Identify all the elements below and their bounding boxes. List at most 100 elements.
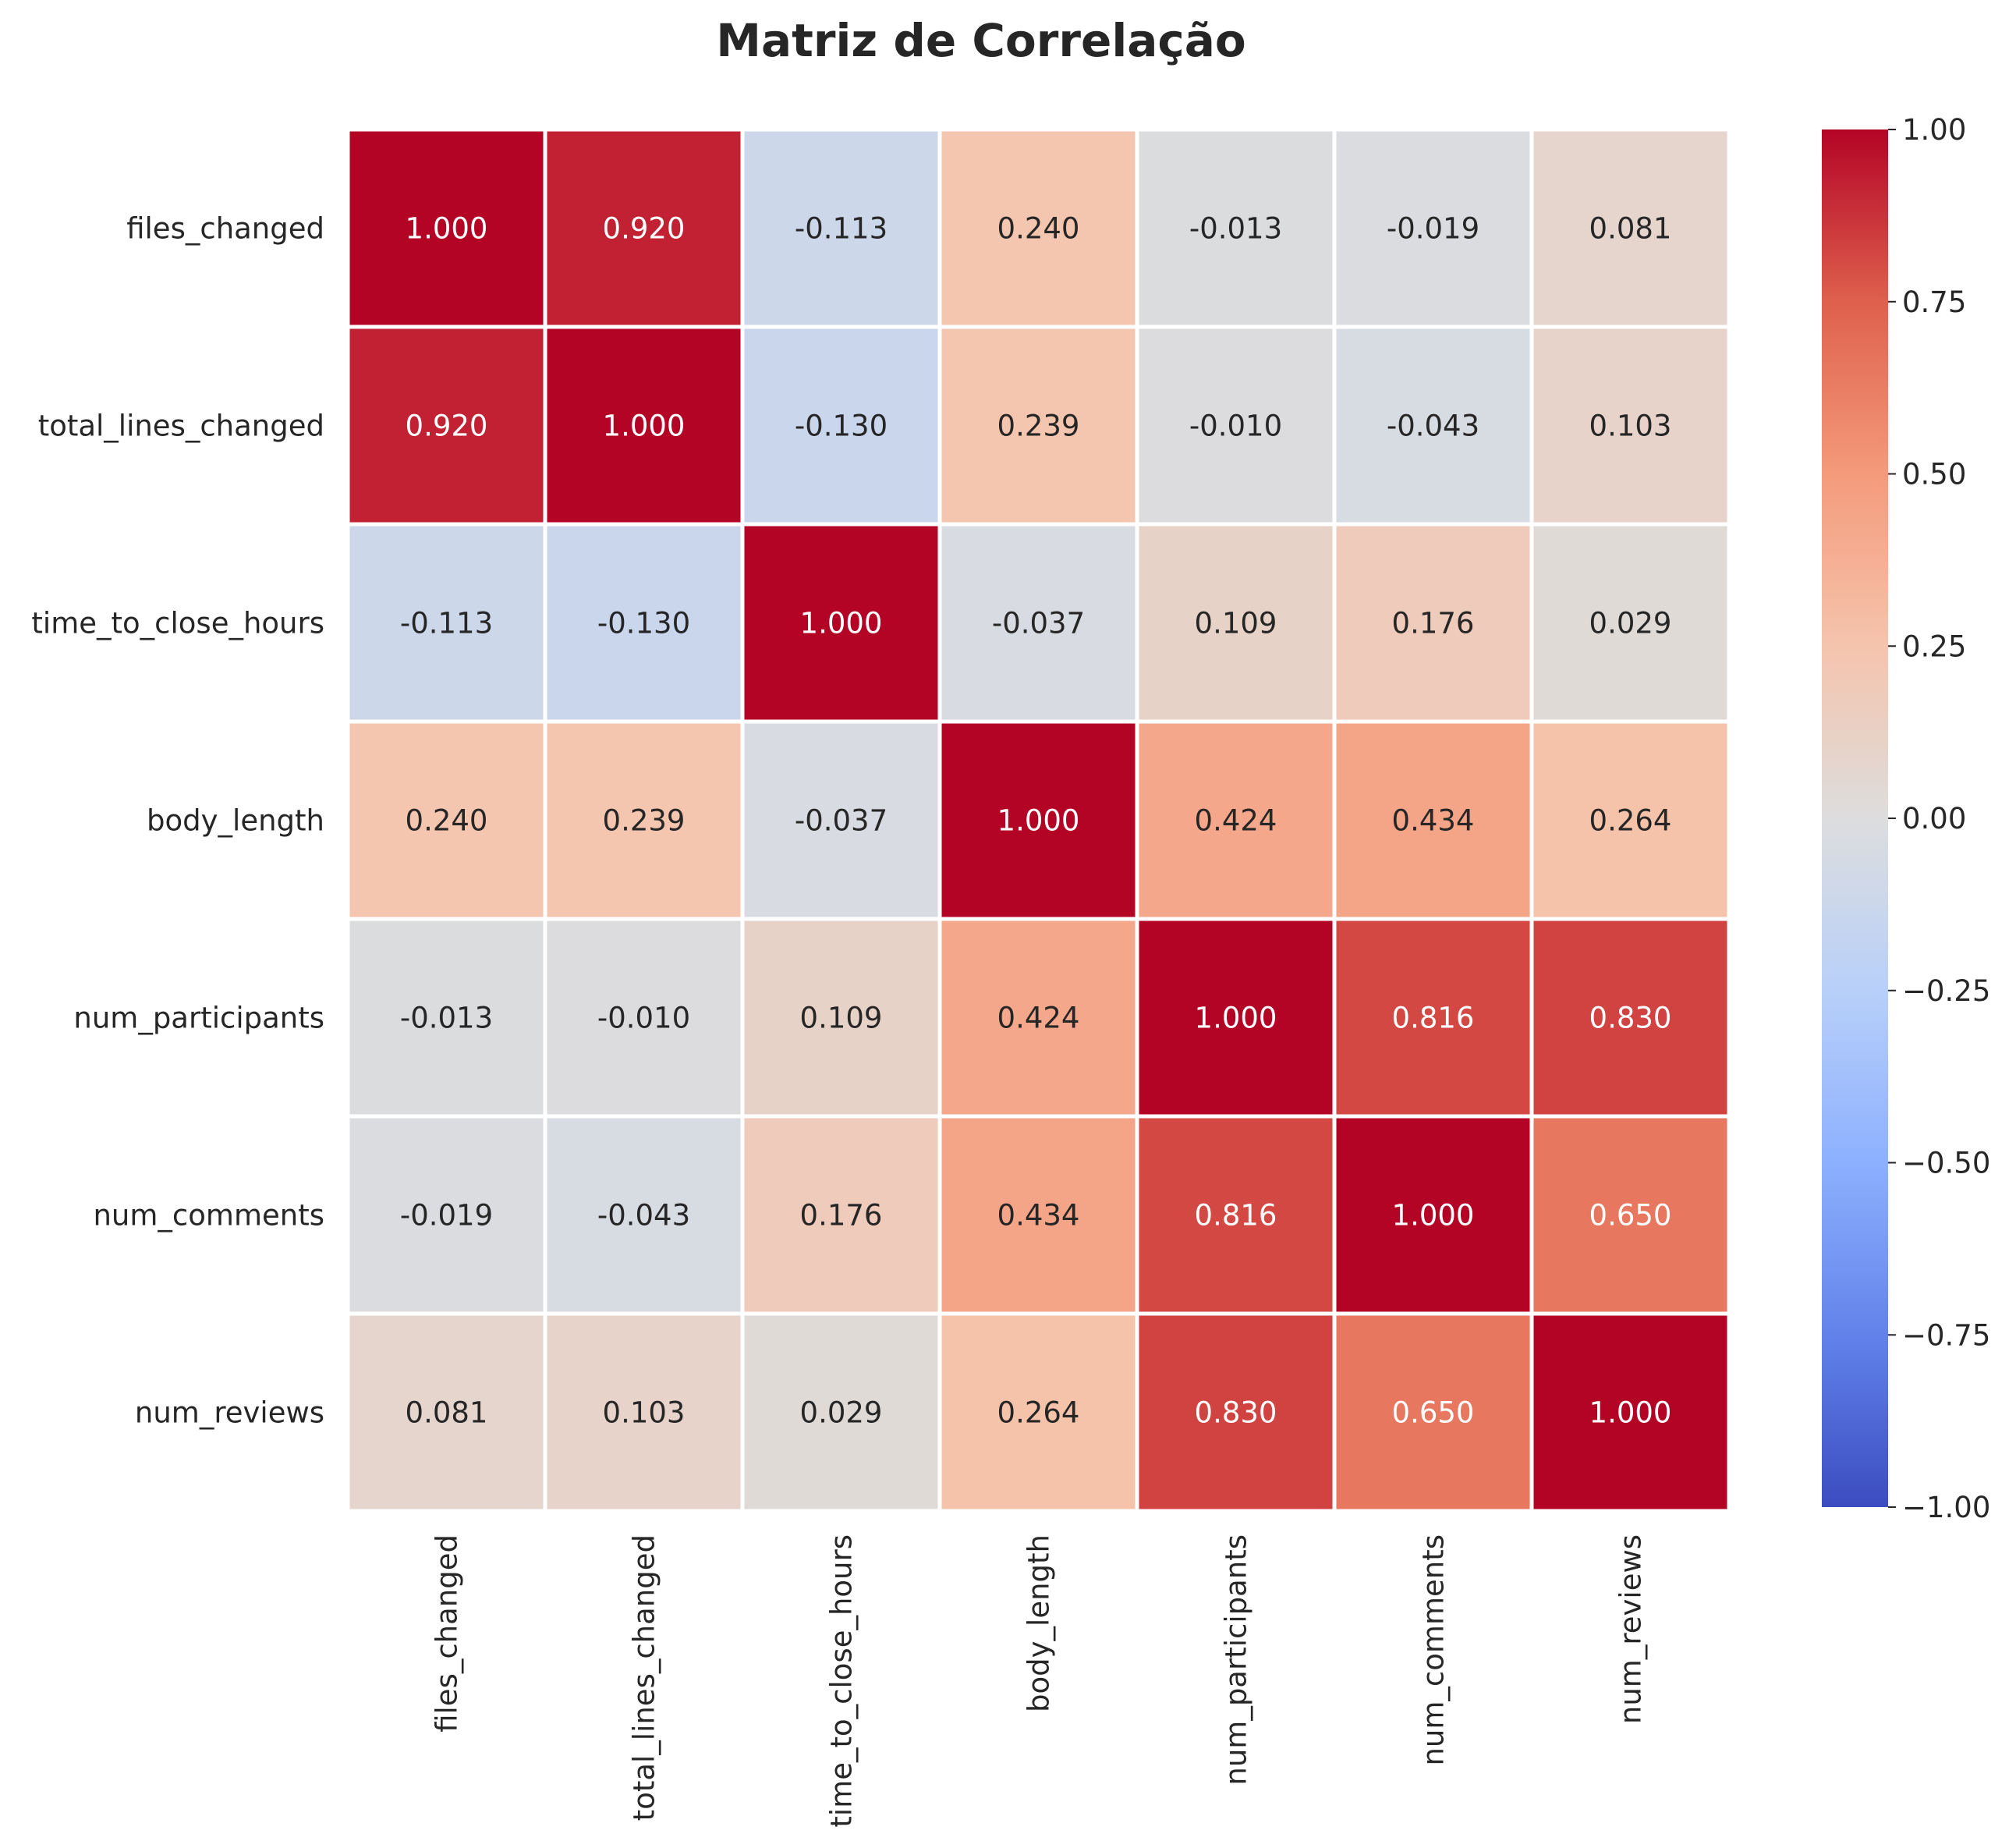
heatmap-cell-total-lines-changed-body-length [941, 328, 1136, 523]
cell-value-label: 0.109 [1195, 607, 1277, 640]
cell-value-label: -0.019 [400, 1199, 493, 1233]
heatmap-cell-num-participants-total-lines-changed [547, 920, 741, 1115]
heatmap-cell-body-length-num-reviews [1533, 723, 1727, 917]
cell-value-label: 0.830 [1195, 1396, 1277, 1430]
heatmap-cell-time-to-close-hours-num-participants [1139, 526, 1333, 720]
cell-value-label: -0.113 [795, 212, 888, 246]
cell-value-label: 1.000 [997, 804, 1080, 838]
heatmap-cell-num-comments-body-length [941, 1118, 1136, 1312]
heatmap-cell-files-changed-body-length [941, 131, 1136, 325]
cell-value-label: 0.239 [603, 804, 686, 838]
cell-value-label: 0.264 [1589, 804, 1672, 838]
heatmap-cell-num-reviews-files-changed [349, 1315, 544, 1509]
cell-value-label: 0.650 [1589, 1199, 1672, 1233]
row-label-num-participants: num_participants [73, 1002, 324, 1035]
heatmap-cell-num-participants-num-comments [1336, 920, 1530, 1115]
cell-value-label: -0.043 [597, 1199, 690, 1233]
column-labels: files_changed total_lines_changed time_to_… [430, 1534, 1648, 1828]
cell-value-label: 0.081 [1589, 212, 1672, 246]
heatmap-cell-num-comments-num-comments [1336, 1118, 1530, 1312]
cell-value-label: 1.000 [1589, 1396, 1672, 1430]
heatmap-cell-files-changed-files-changed [349, 131, 544, 325]
heatmap-cell-num-reviews-num-reviews [1533, 1315, 1727, 1509]
row-label-time-to-close-hours: time_to_close_hours [31, 607, 324, 640]
heatmap-cell-num-comments-num-reviews [1533, 1118, 1727, 1312]
colorbar-tick-label: 0.00 [1902, 802, 1966, 835]
heatmap-cell-num-comments-time-to-close-hours [744, 1118, 938, 1312]
heatmap-cell-files-changed-total-lines-changed [547, 131, 741, 325]
heatmap-cell-body-length-total-lines-changed [547, 723, 741, 917]
heatmap-cell-body-length-body-length [941, 723, 1136, 917]
cell-value-label: 0.920 [603, 212, 686, 246]
cell-value-label: 1.000 [1392, 1199, 1475, 1233]
heatmap-cell-time-to-close-hours-body-length [941, 526, 1136, 720]
cell-value-label: 1.000 [406, 212, 488, 246]
cell-value-label: 0.650 [1392, 1396, 1475, 1430]
row-labels: files_changed total_lines_changed time_to_… [31, 212, 324, 1430]
colorbar-tick-label: −1.00 [1902, 1491, 1990, 1524]
heatmap-cell-total-lines-changed-files-changed [349, 328, 544, 523]
heatmap-cell-total-lines-changed-num-comments [1336, 328, 1530, 523]
heatmap-grid: 1.000 0.920 -0.113 0.240 -0.013 -0.019 0.081 0.… [348, 129, 1729, 1511]
cell-value-label: 0.103 [603, 1396, 686, 1430]
heatmap-cell-num-reviews-time-to-close-hours [744, 1315, 938, 1509]
cell-value-label: -0.130 [795, 410, 888, 443]
colorbar-tick-label: 1.00 [1902, 113, 1966, 147]
heatmap-cell-total-lines-changed-time-to-close-hours [744, 328, 938, 523]
cell-value-label: -0.113 [400, 607, 493, 640]
cell-value-label: 0.424 [997, 1002, 1080, 1035]
heatmap-cell-num-comments-files-changed [349, 1118, 544, 1312]
cell-value-label: 0.176 [1392, 607, 1475, 640]
heatmap-cell-files-changed-num-comments [1336, 131, 1530, 325]
heatmap-cell-num-reviews-num-participants [1139, 1315, 1333, 1509]
heatmap-cell-body-length-num-comments [1336, 723, 1530, 917]
cell-value-label: 0.920 [406, 410, 488, 443]
colorbar-tick-label: 0.75 [1902, 286, 1966, 319]
cell-value-label: -0.010 [1189, 410, 1282, 443]
colorbar-tick-label: −0.25 [1902, 974, 1990, 1008]
heatmap-cell-time-to-close-hours-time-to-close-hours [744, 526, 938, 720]
heatmap-cell-time-to-close-hours-files-changed [349, 526, 544, 720]
heatmap-cell-num-participants-num-participants [1139, 920, 1333, 1115]
heatmap-cell-body-length-files-changed [349, 723, 544, 917]
row-label-num-comments: num_comments [93, 1199, 324, 1233]
column-label-num-comments: num_comments [1417, 1534, 1451, 1766]
heatmap-cell-num-participants-num-reviews [1533, 920, 1727, 1115]
colorbar-tick-label: −0.75 [1902, 1318, 1990, 1352]
heatmap-cell-num-participants-time-to-close-hours [744, 920, 938, 1115]
cell-value-label: 0.830 [1589, 1002, 1672, 1035]
heatmap-cell-num-participants-files-changed [349, 920, 544, 1115]
heatmap-cell-body-length-time-to-close-hours [744, 723, 938, 917]
cell-value-label: 0.424 [1195, 804, 1277, 838]
column-label-num-participants: num_participants [1220, 1534, 1253, 1786]
cell-value-label: 0.264 [997, 1396, 1080, 1430]
row-label-body-length: body_length [147, 804, 324, 838]
cell-value-label: -0.013 [1189, 212, 1282, 246]
cell-value-label: 0.816 [1195, 1199, 1277, 1233]
heatmap-cell-total-lines-changed-num-participants [1139, 328, 1333, 523]
cell-value-label: 0.240 [406, 804, 488, 838]
heatmap-cell-time-to-close-hours-num-reviews [1533, 526, 1727, 720]
column-label-files-changed: files_changed [430, 1534, 464, 1733]
heatmap-cell-num-reviews-body-length [941, 1315, 1136, 1509]
heatmap-cell-time-to-close-hours-num-comments [1336, 526, 1530, 720]
cell-value-label: 0.239 [997, 410, 1080, 443]
cell-value-label: 0.103 [1589, 410, 1672, 443]
cell-value-label: 1.000 [603, 410, 686, 443]
cell-value-label: 0.029 [800, 1396, 883, 1430]
colorbar-gradient [1822, 129, 1888, 1507]
cell-value-label: 0.176 [800, 1199, 883, 1233]
cell-value-label: 0.029 [1589, 607, 1672, 640]
cell-value-label: 0.240 [997, 212, 1080, 246]
heatmap-cell-num-reviews-total-lines-changed [547, 1315, 741, 1509]
row-label-num-reviews: num_reviews [135, 1396, 324, 1430]
column-label-body-length: body_length [1022, 1534, 1056, 1712]
row-label-total-lines-changed: total_lines_changed [38, 410, 324, 443]
column-label-time-to-close-hours: time_to_close_hours [825, 1534, 859, 1828]
colorbar-tick-label: 0.25 [1902, 630, 1966, 663]
cell-value-label: -0.130 [597, 607, 690, 640]
heatmap-cell-body-length-num-participants [1139, 723, 1333, 917]
cell-value-label: 1.000 [800, 607, 883, 640]
heatmap-cell-total-lines-changed-total-lines-changed [547, 328, 741, 523]
heatmap-cell-num-comments-num-participants [1139, 1118, 1333, 1312]
